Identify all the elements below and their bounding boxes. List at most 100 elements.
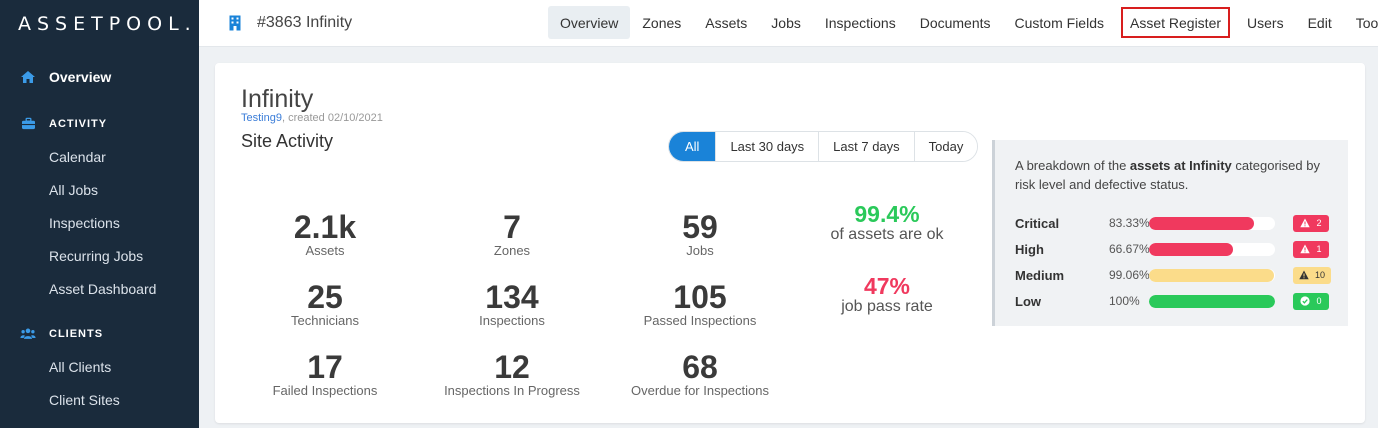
stat-label: Passed Inspections: [643, 313, 757, 328]
risk-description: A breakdown of the assets at Infinity ca…: [1015, 156, 1335, 194]
stat-value: 47%: [863, 273, 911, 299]
stat-label: Technicians: [291, 313, 359, 328]
sidebar-item-asset-dashboard[interactable]: Asset Dashboard: [0, 272, 199, 305]
defect-count: 1: [1316, 244, 1322, 254]
tab-zones[interactable]: Zones: [642, 14, 682, 31]
filter-30-days-button[interactable]: Last 30 days: [715, 132, 819, 161]
stat-label: Overdue for Inspections: [630, 383, 770, 398]
app-logo[interactable]: ASSETPOOL.: [18, 12, 197, 35]
risk-progress-bar: [1149, 294, 1275, 308]
risk-progress-fill: [1149, 216, 1254, 230]
stat-zones: 7 Zones: [412, 210, 612, 258]
stat-job-pass-rate: 47% job pass rate: [797, 274, 977, 316]
risk-progress-bar: [1149, 268, 1275, 282]
risk-row-low: Low 100% 0: [1015, 291, 1335, 311]
sidebar-item-inspections[interactable]: Inspections: [0, 206, 199, 239]
tab-assets[interactable]: Assets: [705, 14, 748, 31]
risk-percent: 83.33%: [1109, 216, 1150, 230]
defect-count-badge[interactable]: 0: [1293, 292, 1329, 310]
tab-users[interactable]: Users: [1247, 14, 1284, 31]
tab-overview[interactable]: Overview: [548, 6, 631, 39]
sidebar-item-label: Recurring Jobs: [49, 247, 144, 264]
filter-all-button[interactable]: All: [669, 132, 716, 161]
stat-label: Assets: [305, 243, 345, 258]
stat-technicians: 25 Technicians: [225, 280, 425, 328]
sidebar-item-all-jobs[interactable]: All Jobs: [0, 173, 199, 206]
stat-passed-inspections: 105 Passed Inspections: [600, 280, 800, 328]
sidebar-section-label: ACTIVITY: [49, 117, 108, 130]
sidebar-item-calendar[interactable]: Calendar: [0, 140, 199, 173]
sidebar-item-label: Calendar: [49, 148, 106, 165]
tab-tools[interactable]: Tools: [1355, 14, 1378, 31]
risk-percent: 66.67%: [1109, 242, 1150, 256]
tab-inspections[interactable]: Inspections: [824, 14, 896, 31]
filter-today-button[interactable]: Today: [913, 132, 978, 161]
risk-progress-fill: [1149, 294, 1275, 308]
risk-row-medium: Medium 99.06% 10: [1015, 265, 1335, 285]
risk-level-label: Critical: [1015, 215, 1060, 231]
sidebar-item-label: Client Sites: [49, 391, 120, 408]
created-by-link[interactable]: Testing9: [241, 112, 282, 124]
defect-count-badge[interactable]: 10: [1293, 266, 1332, 284]
sidebar-item-label: Inspections: [49, 214, 120, 231]
filter-7-days-button[interactable]: Last 7 days: [818, 132, 914, 161]
stat-failed-inspections: 17 Failed Inspections: [225, 350, 425, 398]
risk-progress-fill: [1149, 268, 1274, 282]
sidebar-item-label: Overview: [49, 69, 112, 85]
tab-edit[interactable]: Edit: [1307, 14, 1332, 31]
stat-assets-ok: 99.4% of assets are ok: [797, 202, 977, 244]
risk-level-label: Medium: [1015, 267, 1065, 283]
tab-asset-register[interactable]: Asset Register: [1120, 7, 1231, 38]
risk-progress-bar: [1149, 216, 1275, 230]
created-date: , created 02/10/2021: [281, 112, 383, 124]
stat-value: 12: [494, 349, 530, 385]
stat-label: Jobs: [686, 243, 714, 258]
risk-percent: 100%: [1109, 294, 1140, 308]
sidebar-item-all-clients[interactable]: All Clients: [0, 350, 199, 383]
risk-level-label: High: [1015, 241, 1044, 257]
warning-icon: [1300, 218, 1311, 228]
defect-count-badge[interactable]: 2: [1293, 214, 1329, 232]
created-info: Testing9, created 02/10/2021: [241, 112, 383, 124]
stat-overdue-inspections: 68 Overdue for Inspections: [600, 350, 800, 398]
stat-value: 68: [682, 349, 718, 385]
sidebar-item-recurring-jobs[interactable]: Recurring Jobs: [0, 239, 199, 272]
sidebar-gap: [0, 305, 199, 315]
stat-value: 134: [485, 279, 539, 315]
warning-icon: [1300, 244, 1311, 254]
stat-label: Failed Inspections: [272, 383, 378, 398]
sidebar-section-clients: CLIENTS: [0, 317, 199, 350]
risk-desc-text: A breakdown of the: [1015, 158, 1130, 173]
risk-progress-fill: [1149, 242, 1233, 256]
stat-label: Inspections: [479, 313, 545, 328]
section-title: Site Activity: [241, 131, 334, 151]
warning-icon: [1299, 270, 1309, 280]
tab-documents[interactable]: Documents: [919, 14, 991, 31]
sidebar: ASSETPOOL. Overview ACTIVITY Calendar Al…: [0, 0, 199, 428]
sidebar-item-label: Asset Dashboard: [49, 280, 157, 297]
stat-value: 7: [503, 209, 521, 245]
tab-custom-fields[interactable]: Custom Fields: [1014, 14, 1104, 31]
risk-desc-text: categorised by risk level and defective …: [1015, 158, 1320, 192]
sidebar-item-overview[interactable]: Overview: [0, 49, 199, 105]
sidebar-item-client-sites[interactable]: Client Sites: [0, 383, 199, 416]
building-icon: [229, 15, 241, 31]
sidebar-section-activity: ACTIVITY: [0, 107, 199, 140]
defect-count-badge[interactable]: 1: [1293, 240, 1329, 258]
stat-label: Zones: [493, 243, 531, 258]
stat-inspections: 134 Inspections: [412, 280, 612, 328]
risk-level-label: Low: [1015, 293, 1041, 309]
users-icon: [20, 327, 36, 341]
check-circle-icon: [1300, 296, 1311, 306]
risk-progress-bar: [1149, 242, 1275, 256]
topbar: #3863 Infinity Overview Zones Assets Job…: [199, 0, 1378, 47]
site-title: #3863 Infinity: [257, 14, 353, 31]
date-filter: All Last 30 days Last 7 days Today: [668, 131, 979, 162]
tab-jobs[interactable]: Jobs: [771, 14, 801, 31]
risk-row-high: High 66.67% 1: [1015, 239, 1335, 259]
defect-count: 0: [1316, 296, 1322, 306]
stat-label: Inspections In Progress: [444, 383, 580, 398]
stat-jobs: 59 Jobs: [600, 210, 800, 258]
stat-assets: 2.1k Assets: [225, 210, 425, 258]
risk-breakdown-panel: A breakdown of the assets at Infinity ca…: [992, 140, 1348, 326]
